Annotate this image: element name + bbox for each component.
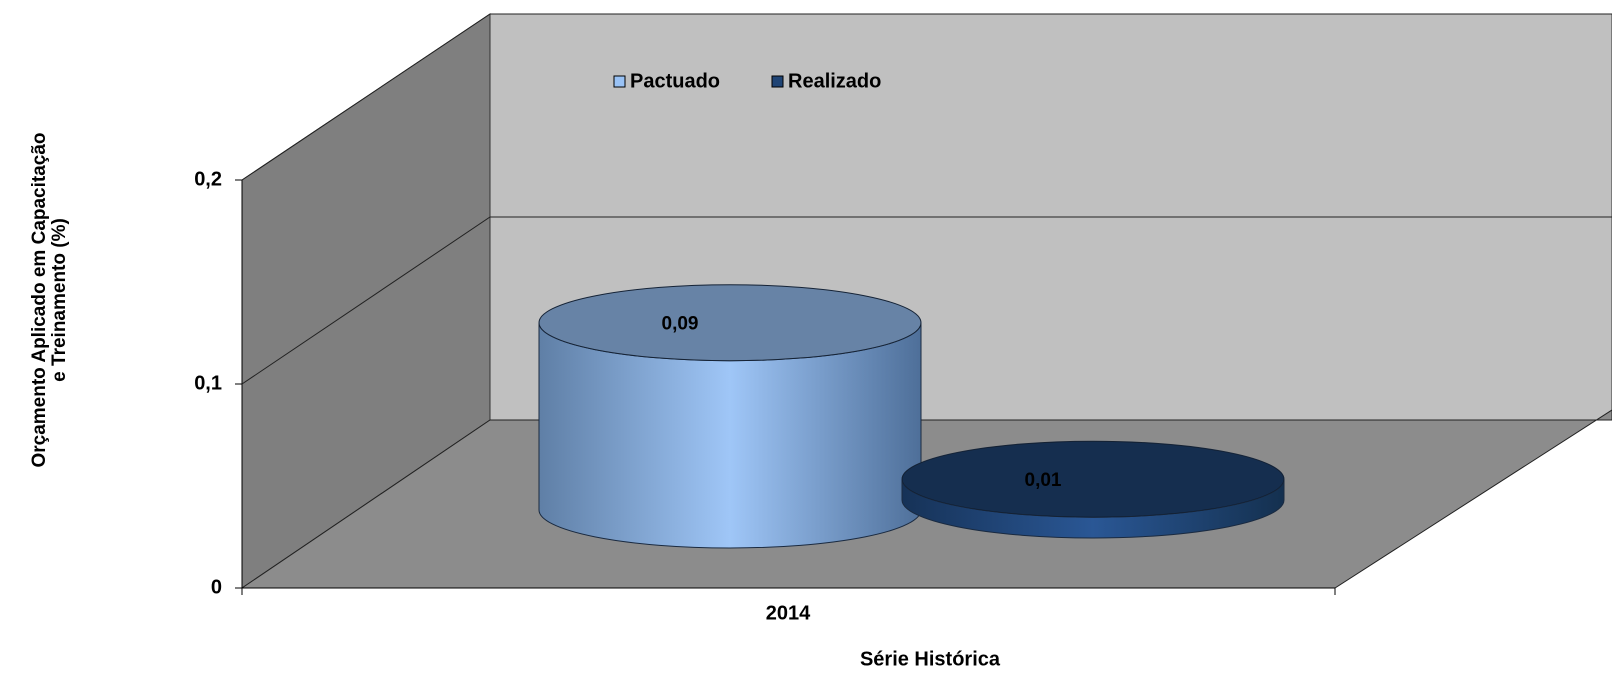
y-tick-label: 0,1	[194, 372, 222, 394]
grid-line	[241, 216, 1612, 385]
cylinder-top-shade	[539, 284, 921, 361]
y-tick-label: 0	[211, 576, 222, 598]
cylinder-top-shade	[902, 441, 1284, 518]
legend-label: Pactuado	[630, 70, 720, 92]
cylinder-top	[538, 284, 922, 362]
data-label: 0,09	[662, 314, 699, 335]
x-axis-title: Série Histórica	[860, 648, 1001, 670]
legend-swatch	[771, 75, 784, 88]
data-label: 0,01	[1025, 470, 1062, 491]
y-axis-title: e Treinamento (%)	[49, 218, 70, 382]
legend-swatch	[613, 75, 626, 88]
grid-line	[241, 13, 1612, 181]
y-tick-label: 0,2	[194, 168, 222, 190]
legend-label: Realizado	[788, 70, 881, 92]
y-axis-title: Orçamento Aplicado em Capacitação	[29, 132, 50, 467]
cylinder-top	[901, 440, 1285, 518]
x-tick-label: 2014	[766, 602, 811, 624]
